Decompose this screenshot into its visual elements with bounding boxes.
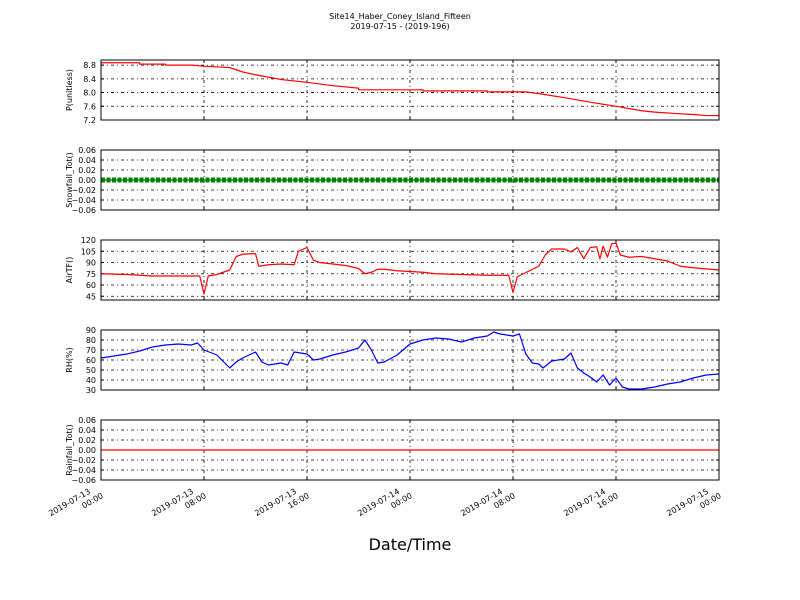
y-tick-label: 0.00 [78, 446, 96, 455]
y-tick-label: 8.0 [83, 89, 96, 98]
y-tick-label: −0.04 [71, 466, 96, 475]
x-tick-label: 2019-07-1308:00 [150, 482, 208, 526]
y-tick-label: 7.2 [83, 116, 96, 125]
y-axis-label: Snowfall_Tot() [65, 152, 74, 208]
panel-frame [100, 239, 720, 301]
y-tick-label: 40 [86, 376, 96, 385]
y-tick-label: 8.4 [83, 75, 96, 84]
y-tick-label: 0.00 [78, 176, 96, 185]
y-tick-label: −0.04 [71, 196, 96, 205]
panel-frame [100, 59, 720, 121]
x-tick-label: 2019-07-1500:00 [665, 482, 723, 526]
y-tick-label: 60 [86, 281, 96, 290]
y-tick-label: −0.06 [71, 206, 96, 215]
y-tick-label: 90 [86, 326, 96, 335]
y-tick-label: −0.06 [71, 476, 96, 485]
panel-frame [100, 419, 720, 481]
series-line [101, 62, 719, 117]
series-line [100, 331, 720, 390]
y-tick-label: 30 [86, 386, 96, 395]
y-tick-label: 90 [86, 259, 96, 268]
x-tick-label: 2019-07-1300:00 [47, 482, 105, 526]
y-tick-label: 50 [86, 366, 96, 375]
y-tick-label: 0.04 [78, 156, 96, 165]
chart-title: Site14_Haber_Coney_Island_Fifteen [329, 12, 471, 21]
y-tick-label: 8.8 [83, 61, 96, 70]
y-tick-label: −0.02 [71, 186, 96, 195]
y-tick-label: −0.02 [71, 456, 96, 465]
y-tick-label: 0.02 [78, 436, 96, 445]
y-tick-label: 45 [86, 292, 96, 301]
y-axis-label: P(unitless) [65, 69, 74, 111]
x-tick-label: 2019-07-1408:00 [459, 482, 517, 526]
y-tick-label: 105 [81, 247, 96, 256]
x-tick-label: 2019-07-1416:00 [562, 482, 620, 526]
panel-frame [100, 149, 720, 211]
x-axis-label: Date/Time [369, 535, 452, 554]
x-tick-label: 2019-07-1400:00 [356, 482, 414, 526]
y-tick-label: 80 [86, 336, 96, 345]
panel-1: 0.060.040.020.00−0.02−0.04−0.06Snowfall_… [65, 146, 720, 215]
y-tick-label: 120 [81, 236, 96, 245]
y-tick-label: 75 [86, 270, 96, 279]
y-tick-label: 0.02 [78, 166, 96, 175]
y-tick-label: 7.6 [83, 102, 96, 111]
y-axis-label: RH(%) [65, 347, 74, 372]
panel-frame [100, 329, 720, 391]
chart-subtitle: 2019-07-15 - (2019-196) [350, 22, 449, 31]
panel-0: 8.8 8.4 8.0 7.6 7.2 P(unitless) [65, 59, 720, 125]
series-line [100, 242, 720, 295]
y-tick-label: 0.06 [78, 416, 96, 425]
y-tick-label: 0.04 [78, 426, 96, 435]
panels-layer: 8.88.48.07.67.2P(unitless)0.060.040.020.… [65, 59, 720, 485]
y-tick-label: 0.06 [78, 146, 96, 155]
y-axis-label: AirTF() [65, 257, 74, 284]
y-tick-label: 70 [86, 346, 96, 355]
x-tick-label: 2019-07-1316:00 [253, 482, 311, 526]
x-tick-labels: 2019-07-1300:00 2019-07-1308:00 2019-07-13… [47, 482, 723, 526]
panel-4: 0.060.040.020.00−0.02−0.04−0.06Rainfall_… [65, 416, 720, 485]
y-axis-label: Rainfall_Tot() [65, 424, 74, 476]
panel-2: 120 105 90 75 60 45 AirTF() [65, 236, 720, 301]
y-tick-label: 60 [86, 356, 96, 365]
